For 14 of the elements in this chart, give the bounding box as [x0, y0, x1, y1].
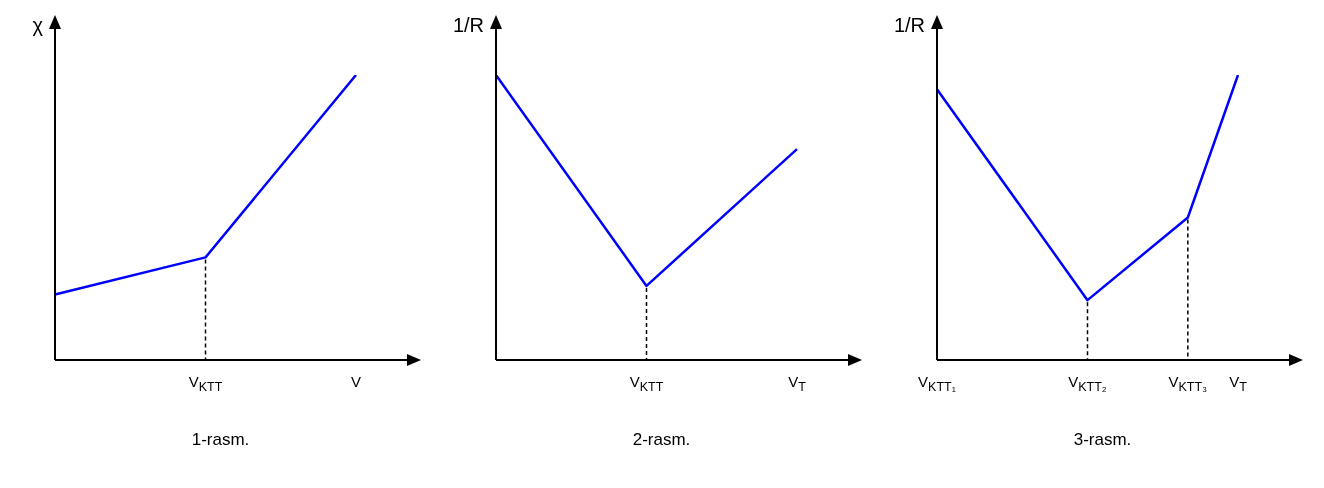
x-tick-label: V$_{KTT₁}$ — [918, 373, 956, 394]
x-tick-label: V$_{KTT}$ — [629, 373, 664, 394]
x-tick-label: V — [350, 373, 361, 390]
text: 2-rasm. — [631, 430, 692, 450]
text: 1-rasm. — [190, 430, 251, 450]
text: 3-rasm. — [1072, 430, 1133, 450]
x-tick-label: V$_{KTT₃}$ — [1168, 373, 1208, 394]
x-tick-label: V$_{T}$ — [788, 373, 806, 394]
x-tick-label: V$_{KTT₂}$ — [1068, 373, 1107, 394]
y-axis-title: χ — [32, 14, 43, 36]
x-tick-label: V$_{KTT}$ — [188, 373, 223, 394]
y-axis-title: 1/R — [452, 14, 484, 36]
x-tick-label: V$_{T}$ — [1229, 373, 1247, 394]
y-axis-title: 1/R — [893, 14, 925, 36]
